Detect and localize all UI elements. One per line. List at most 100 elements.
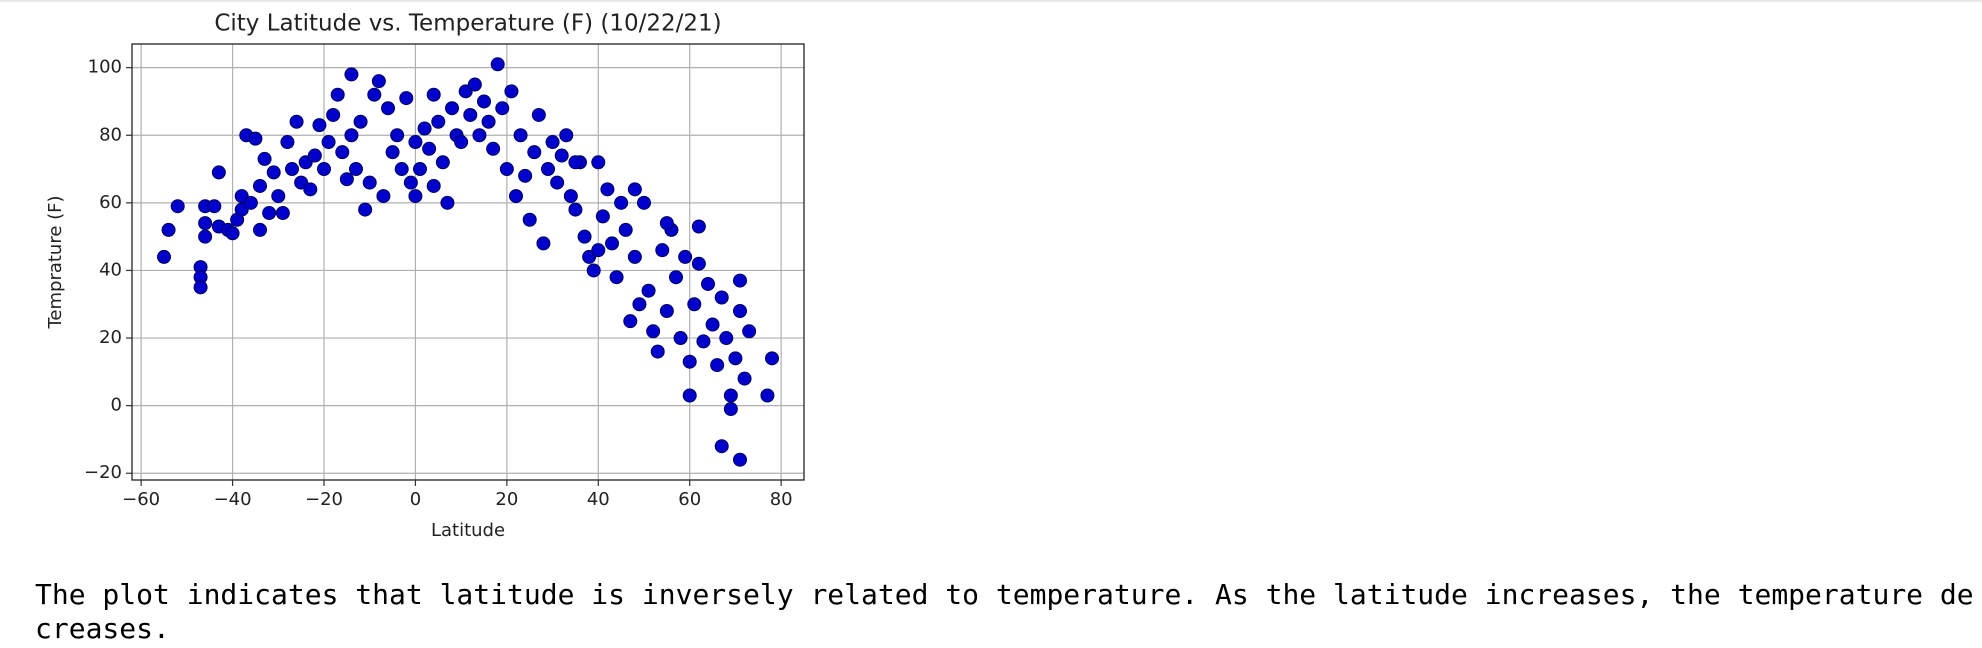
scatter-point (714, 439, 729, 454)
y-tick-label: 80 (99, 124, 122, 145)
x-axis-label: Latitude (431, 520, 505, 541)
scatter-point (536, 236, 551, 251)
scatter-point (710, 358, 725, 373)
scatter-point (545, 135, 560, 150)
scatter-point (687, 297, 702, 312)
scatter-point (399, 91, 414, 106)
scatter-point (659, 216, 674, 231)
scatter-point (367, 87, 382, 102)
scatter-point (408, 189, 423, 204)
scatter-point (198, 216, 213, 231)
scatter-point (271, 189, 286, 204)
scatter-point (641, 283, 656, 298)
x-tick-label: −40 (214, 489, 252, 510)
scatter-point (504, 84, 519, 99)
x-tick-label: −60 (122, 489, 160, 510)
scatter-point (550, 175, 565, 190)
scatter-point (403, 175, 418, 190)
y-tick-label: 0 (111, 395, 122, 416)
scatter-point (705, 317, 720, 332)
scatter-point (742, 324, 757, 339)
x-tick-label: 40 (587, 489, 610, 510)
scatter-point (335, 145, 350, 160)
scatter-point (394, 162, 409, 177)
scatter-point (413, 162, 427, 177)
scatter-point (211, 165, 226, 180)
scatter-point (390, 128, 405, 143)
scatter-point (435, 155, 450, 170)
scatter-point (280, 135, 295, 150)
scatter-point (257, 151, 272, 166)
scatter-point (541, 162, 555, 177)
scatter-point (728, 351, 743, 366)
scatter-point (303, 182, 318, 197)
scatter-point (467, 77, 482, 92)
scatter-point (289, 114, 304, 129)
scatter-point (513, 128, 528, 143)
scatter-point (454, 135, 469, 150)
scatter-point (719, 331, 734, 346)
y-tick-label: 100 (88, 57, 122, 78)
cell-border (0, 0, 1982, 3)
scatter-point (326, 107, 341, 122)
scatter-point (198, 229, 213, 244)
chart-title: City Latitude vs. Temperature (F) (10/22… (214, 11, 721, 37)
y-tick-label: 60 (99, 192, 122, 213)
scatter-point (445, 101, 459, 116)
scatter-point (353, 114, 368, 129)
scatter-point (614, 195, 629, 210)
markdown-text: The plot indicates that latitude is inve… (35, 578, 1974, 645)
scatter-point (600, 182, 615, 197)
scatter-point (691, 219, 706, 234)
scatter-point (225, 226, 240, 241)
scatter-point (440, 195, 455, 210)
scatter-point (495, 101, 510, 116)
scatter-point (733, 304, 747, 319)
scatter-point (701, 276, 715, 291)
y-tick-label: −20 (84, 462, 122, 483)
scatter-point (531, 107, 546, 122)
x-tick-label: 80 (770, 489, 793, 510)
scatter-point (253, 222, 267, 237)
scatter-point (330, 87, 345, 102)
scatter-point (568, 155, 583, 170)
scatter-point (518, 168, 533, 183)
scatter-point (559, 128, 574, 143)
scatter-point (321, 135, 336, 150)
scatter-point (659, 304, 674, 319)
scatter-point (275, 205, 290, 220)
scatter-point (650, 344, 665, 359)
scatter-point (669, 270, 683, 285)
scatter-point (344, 67, 359, 82)
scatter-point (723, 388, 738, 403)
scatter-point (243, 195, 258, 210)
scatter-point (307, 148, 322, 163)
scatter-point (408, 135, 423, 150)
scatter-point (682, 388, 697, 403)
scatter-point (655, 243, 670, 258)
scatter-point (696, 334, 711, 349)
scatter-point (417, 121, 432, 136)
scatter-point (609, 270, 624, 285)
scatter-point (317, 162, 331, 177)
scatter-point (637, 195, 651, 210)
scatter-point (723, 402, 738, 417)
scatter-point (591, 155, 606, 170)
scatter-point (193, 280, 208, 295)
y-tick-label: 20 (99, 327, 122, 348)
scatter-point (339, 172, 354, 187)
scatter-point (381, 101, 395, 116)
scatter-point (477, 94, 491, 109)
scatter-point (463, 107, 478, 122)
scatter-point (157, 249, 171, 264)
scatter-point (618, 222, 633, 237)
x-tick-label: 60 (678, 489, 701, 510)
y-tick-label: 40 (99, 259, 122, 280)
scatter-point (632, 297, 647, 312)
x-tick-label: 20 (495, 489, 518, 510)
scatter-point (499, 162, 514, 177)
scatter-point (161, 222, 176, 237)
y-axis-label: Temprature (F) (45, 195, 66, 329)
scatter-point (627, 249, 642, 264)
scatter-point (426, 178, 441, 193)
